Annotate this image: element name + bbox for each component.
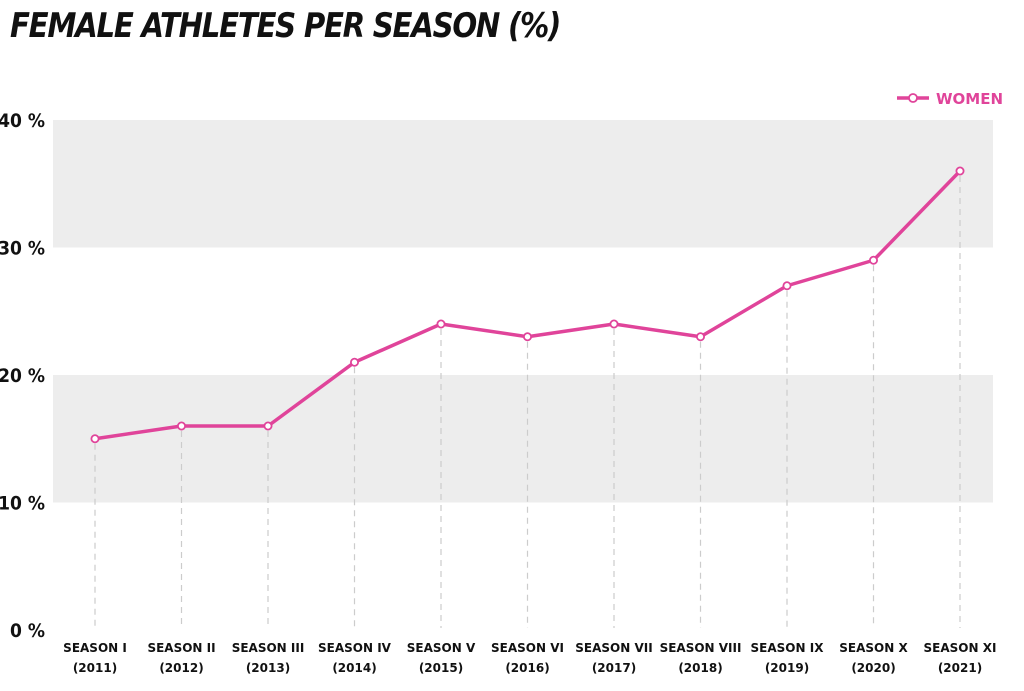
data-point (609, 319, 619, 329)
x-category-year: (2017) (592, 661, 636, 675)
background-band-1 (53, 120, 993, 248)
y-tick-label: 0 % (10, 620, 45, 642)
data-point (955, 166, 965, 176)
x-category-label: SEASON III (232, 641, 305, 655)
x-category-year: (2016) (505, 661, 549, 675)
data-point (436, 319, 446, 329)
x-category-year: (2011) (73, 661, 117, 675)
data-point (263, 421, 273, 431)
x-category-year: (2019) (765, 661, 809, 675)
legend-marker (908, 93, 918, 103)
x-axis: SEASON I (2011) SEASON II (2012) SEASON III (… (63, 641, 996, 675)
y-tick-label: 30 % (0, 238, 45, 260)
chart-title: FEMALE ATHLETES PER SEASON (%) (10, 6, 561, 46)
data-point (176, 421, 186, 431)
x-category-label: SEASON IX (751, 641, 825, 655)
y-axis: 0 % 10 % 20 % 30 % 40 % (0, 110, 45, 642)
x-category-label: SEASON IV (318, 641, 392, 655)
x-category-label: SEASON V (407, 641, 476, 655)
data-point (869, 255, 879, 265)
data-point (523, 332, 533, 342)
x-category-label: SEASON VII (575, 641, 652, 655)
data-point (349, 357, 359, 367)
x-category-label: SEASON I (63, 641, 127, 655)
legend-label-women: WOMEN (936, 90, 1003, 108)
x-category-year: (2020) (851, 661, 895, 675)
x-category-label: SEASON X (839, 641, 908, 655)
data-point (90, 434, 100, 444)
series-layer (90, 166, 965, 444)
background-band-0 (53, 375, 993, 503)
x-category-label: SEASON VI (491, 641, 564, 655)
x-category-year: (2015) (419, 661, 463, 675)
data-point (696, 332, 706, 342)
legend: WOMEN (897, 90, 1003, 108)
y-tick-label: 10 % (0, 493, 45, 515)
x-category-year: (2021) (938, 661, 982, 675)
x-category-label: SEASON II (147, 641, 215, 655)
x-category-label: SEASON XI (924, 641, 997, 655)
x-category-year: (2012) (159, 661, 203, 675)
y-tick-label: 40 % (0, 110, 45, 132)
x-category-year: (2014) (332, 661, 376, 675)
vertical-gridlines (94, 176, 961, 628)
x-category-year: (2013) (246, 661, 290, 675)
x-category-year: (2018) (678, 661, 722, 675)
y-tick-label: 20 % (0, 365, 45, 387)
background-bands (53, 120, 993, 503)
x-category-label: SEASON VIII (660, 641, 742, 655)
data-point (782, 281, 792, 291)
